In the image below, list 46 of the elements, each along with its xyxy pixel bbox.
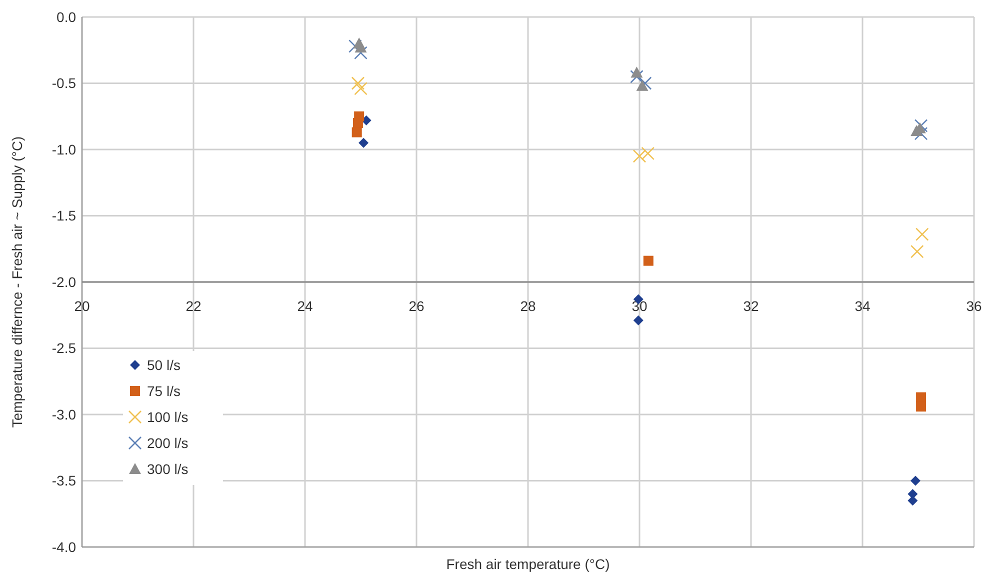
point [633,315,644,326]
y-tick-label: -1.0 [52,141,76,158]
point [351,76,365,90]
y-tick-label: -0.5 [52,75,76,92]
y-tick-label: -2.0 [52,274,76,290]
x-tick-label: 30 [632,298,648,314]
point [916,402,926,412]
legend-label: 300 l/s [147,460,188,477]
point [632,149,646,163]
point [914,126,928,140]
point [348,40,362,53]
point [916,228,929,241]
point [916,392,926,402]
legend-label: 75 l/s [147,382,180,399]
point [914,119,928,132]
point [908,496,918,506]
point [910,244,924,258]
point [630,70,644,84]
point [641,146,655,160]
x-tick-label: 34 [854,298,870,314]
point [636,80,648,91]
point [358,138,369,148]
point [643,256,654,266]
legend-label: 50 l/s [147,356,180,373]
x-axis-title: Fresh air temperature (°C) [446,556,610,572]
y-tick-label: -2.5 [52,340,76,356]
point [910,476,920,486]
point [630,66,643,78]
x-tick-label: 32 [743,298,759,314]
legend-label: 200 l/s [147,434,188,451]
y-axis-title: Temperature differnce - Fresh air ~ Supply (°C) [9,136,25,428]
legend-label: 100 l/s [147,408,188,425]
y-tick-label: -3.0 [52,406,76,422]
x-tick-label: 24 [297,298,313,314]
x-tick-label: 22 [186,298,202,314]
y-tick-label: 0.0 [56,8,76,25]
x-tick-label: 36 [966,298,982,314]
x-tick-label: 26 [408,298,424,314]
point [354,46,368,60]
y-tick-label: -4.0 [52,538,76,555]
y-tick-label: -3.5 [52,472,76,489]
y-tick-label: -1.5 [52,208,76,224]
point [354,82,368,96]
point [352,127,362,138]
point [638,76,652,90]
x-tick-label: 28 [520,298,536,314]
